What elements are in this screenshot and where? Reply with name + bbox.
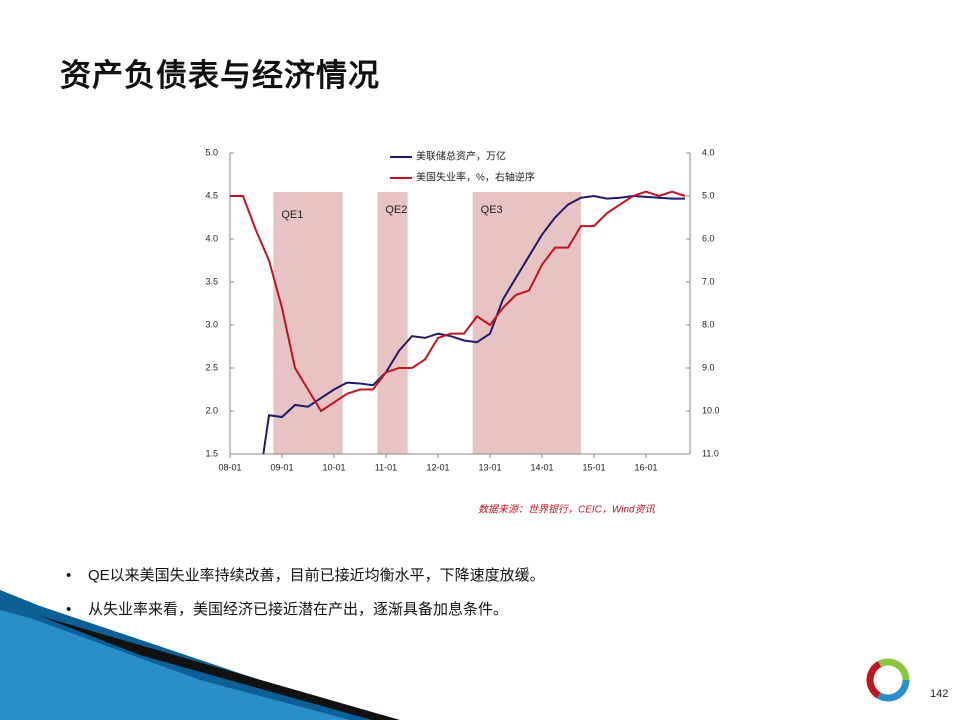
y-tick-label: 4.0: [205, 233, 218, 243]
bullet: • 从失业率来看，美国经济已接近潜在产出，逐渐具备加息条件。: [66, 601, 509, 618]
y2-tick-label: 6.0: [702, 233, 715, 243]
bullet-text: QE以来美国失业率持续改善，目前已接近均衡水平，下降速度放缓。: [88, 567, 545, 584]
y-tick-label: 5.0: [205, 147, 218, 157]
region-label: QE2: [385, 204, 407, 216]
y-tick-label: 3.5: [205, 276, 218, 286]
y-tick-label: 1.5: [205, 448, 218, 458]
logo: [866, 658, 910, 702]
y2-tick-label: 7.0: [702, 276, 715, 286]
legend-label: 美国失业率，%，右轴逆序: [416, 171, 535, 184]
y2-tick-label: 4.0: [702, 147, 715, 157]
qe-region: [377, 192, 408, 454]
x-tick-label: 12-01: [426, 462, 449, 472]
x-tick-label: 15-01: [582, 462, 605, 472]
region-label: QE1: [281, 209, 303, 221]
slide-title: 资产负债表与经济情况: [60, 58, 380, 93]
legend-label: 美联储总资产，万亿: [416, 150, 506, 163]
y2-tick-label: 9.0: [702, 362, 715, 372]
x-tick-label: 16-01: [634, 462, 657, 472]
y-tick-label: 3.0: [205, 319, 218, 329]
y-tick-label: 2.5: [205, 362, 218, 372]
page-number: 142: [930, 688, 949, 700]
y-tick-label: 4.5: [205, 190, 218, 200]
region-label: QE3: [481, 204, 503, 216]
bullet-text: 从失业率来看，美国经济已接近潜在产出，逐渐具备加息条件。: [88, 601, 509, 618]
x-tick-label: 08-01: [218, 462, 241, 472]
y-tick-label: 2.0: [205, 405, 218, 415]
logo: [866, 658, 910, 702]
bullet: • QE以来美国失业率持续改善，目前已接近均衡水平，下降速度放缓。: [66, 567, 545, 584]
y2-tick-label: 5.0: [702, 190, 715, 200]
x-tick-label: 10-01: [322, 462, 345, 472]
x-tick-label: 13-01: [478, 462, 501, 472]
series-line: [230, 190, 686, 413]
x-tick-label: 09-01: [270, 462, 293, 472]
x-tick-label: 11-01: [375, 462, 397, 472]
source: 数据来源：世界银行，CEIC，Wind资讯: [478, 504, 656, 516]
series-line: [262, 194, 685, 454]
y2-tick-label: 10.0: [702, 405, 720, 415]
x-tick-label: 14-01: [530, 462, 553, 472]
plot-area: [230, 190, 686, 454]
y2-tick-label: 11.0: [702, 448, 719, 458]
y2-tick-label: 8.0: [702, 319, 715, 329]
qe-region: [472, 192, 581, 454]
